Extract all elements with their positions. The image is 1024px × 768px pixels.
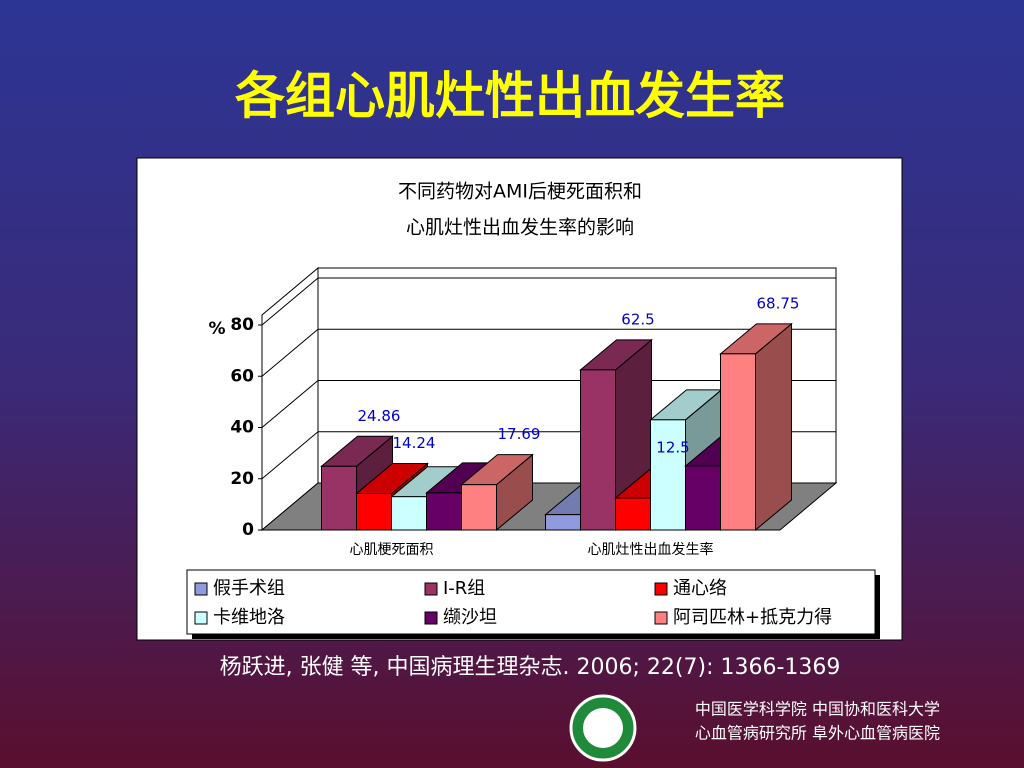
y-tick-label: 20 xyxy=(230,469,254,489)
bar xyxy=(545,514,581,531)
bar xyxy=(685,465,721,531)
legend-label: 假手术组 xyxy=(213,578,285,599)
y-tick-label: 60 xyxy=(230,366,254,386)
bar xyxy=(720,353,756,531)
bar xyxy=(391,496,427,531)
legend-swatch xyxy=(194,611,208,625)
data-label: 24.86 xyxy=(358,407,401,425)
legend-swatch xyxy=(654,582,668,596)
bar xyxy=(356,493,392,531)
bar xyxy=(461,484,497,531)
grid-line xyxy=(261,431,319,480)
bar xyxy=(580,369,616,531)
logo xyxy=(583,708,623,748)
legend-label: 缬沙坦 xyxy=(443,607,497,628)
data-label: 68.75 xyxy=(757,294,800,312)
bar xyxy=(426,492,462,531)
legend xyxy=(186,569,876,635)
bar xyxy=(650,419,686,531)
y-tick-label: 40 xyxy=(230,418,254,438)
data-label: 12.5 xyxy=(656,438,689,456)
legend-swatch xyxy=(424,611,438,625)
data-label: 62.5 xyxy=(621,310,654,328)
y-axis-label: % xyxy=(208,319,225,339)
legend-swatch xyxy=(194,582,208,596)
y-tick-label: 0 xyxy=(242,520,254,540)
y-tick-label: 80 xyxy=(230,315,254,335)
bar-side xyxy=(755,322,792,532)
chart-title: 心肌灶性出血发生率的影响 xyxy=(406,217,634,239)
slide-title: 各组心肌灶性出血发生率 xyxy=(235,66,785,125)
legend-swatch xyxy=(424,582,438,596)
legend-label: 卡维地洛 xyxy=(213,607,285,628)
x-tick-label: 心肌梗死面积 xyxy=(350,542,434,558)
legend-label: 阿司匹林+抵克力得 xyxy=(673,607,832,628)
bar xyxy=(615,497,651,531)
grid-line xyxy=(261,277,319,326)
legend-swatch xyxy=(654,611,668,625)
grid-line xyxy=(261,380,319,428)
legend-label: I-R组 xyxy=(443,578,485,599)
data-label: 14.24 xyxy=(393,434,436,452)
citation: 杨跃进, 张健 等, 中国病理生理杂志. 2006; 22(7): 1366-1… xyxy=(220,655,841,680)
chart-title: 不同药物对AMI后梗死面积和 xyxy=(398,181,642,203)
bar xyxy=(321,465,357,531)
x-tick-label: 心肌灶性出血发生率 xyxy=(588,541,714,558)
grid-line xyxy=(261,328,319,377)
institution: 中国医学科学院 中国协和医科大学 xyxy=(695,700,940,719)
data-label: 17.69 xyxy=(498,425,541,443)
legend-label: 通心络 xyxy=(673,578,727,599)
institution: 心血管病研究所 阜外心血管病医院 xyxy=(695,724,940,743)
